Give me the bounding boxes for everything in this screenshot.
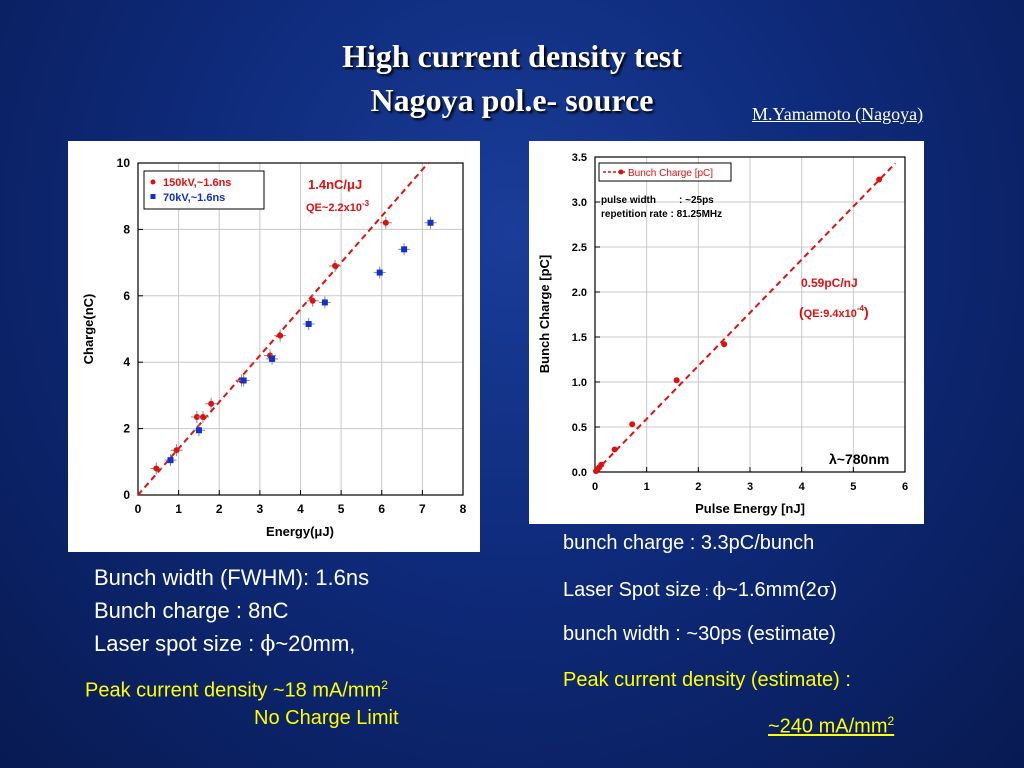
left-chart-xlabel: Energy(μJ) [266, 524, 334, 539]
data-point-a [208, 400, 215, 407]
data-point-b [401, 246, 408, 253]
left-chart-legend: 150kV,~1.6ns 70kV,~1.6ns [143, 170, 265, 210]
tick-label-x: 3 [747, 481, 753, 493]
tick-label-y: 3.0 [572, 197, 587, 209]
tick-label-y: 2.5 [572, 242, 587, 254]
right-chart-fit-line [594, 162, 897, 473]
right-bunch-width: bunch width : ~30ps (estimate) [563, 623, 836, 645]
data-point-a [332, 262, 339, 269]
tick-label-x: 0 [592, 481, 598, 493]
data-point-a [598, 461, 605, 468]
data-point-a [309, 297, 316, 304]
tick-label-x: 5 [338, 502, 345, 516]
data-point-b [305, 321, 312, 328]
tick-label-x: 7 [419, 502, 426, 516]
tick-label-y: 6 [123, 289, 130, 303]
tick-label-y: 8 [123, 222, 130, 236]
right-chart-xlabel: Pulse Energy [nJ] [695, 501, 805, 516]
tick-label-y: 2.0 [572, 287, 587, 299]
tick-label-y: 0.5 [572, 422, 587, 434]
tick-label-y: 0 [123, 488, 130, 502]
tick-label-x: 4 [297, 502, 304, 516]
tick-label-y: 1.5 [572, 332, 587, 344]
data-point-a [611, 446, 618, 453]
left-chart-annotation-slope: 1.4nC/μJ [308, 177, 362, 192]
tick-label-y: 1.0 [572, 377, 587, 389]
left-laser-spot: Laser spot size : ϕ~20mm, [94, 631, 356, 657]
data-point-a [193, 413, 200, 420]
right-chart-panel: 0 1 2 3 4 5 6 0.0 0.5 1.0 1.5 2.0 2.5 3.0 3.5 Bunch Ch… [529, 141, 924, 524]
tick-label-y: 2 [123, 422, 130, 436]
left-bunch-charge: Bunch charge : 8nC [94, 598, 289, 623]
data-point-a [721, 341, 728, 348]
legend-marker-red [150, 179, 156, 185]
left-chart-ticks: 0 1 2 3 4 5 6 7 8 0 2 4 6 8 10 [117, 156, 467, 516]
slide-title-line1: High current density test [342, 38, 682, 74]
right-chart-ticks: 0 1 2 3 4 5 6 0.0 0.5 1.0 1.5 2.0 2.5 3.0 3.5 [572, 152, 908, 493]
legend-label-red: 150kV,~1.6ns [163, 177, 231, 189]
tick-label-x: 5 [850, 481, 856, 493]
left-chart-fit-line [137, 162, 429, 496]
right-chart-grid [595, 157, 905, 472]
data-point-a [629, 421, 636, 428]
tick-label-y: 4 [123, 355, 130, 369]
right-chart-points [593, 176, 883, 475]
data-point-a [673, 377, 680, 384]
tick-label-y: 3.5 [572, 152, 587, 164]
tick-label-x: 0 [135, 502, 142, 516]
left-peak-density: Peak current density ~18 mA/mm2 [85, 678, 388, 702]
tick-label-x: 4 [799, 481, 806, 493]
tick-label-x: 2 [695, 481, 701, 493]
right-bunch-charge: bunch charge : 3.3pC/bunch [563, 532, 815, 554]
author-credit: M.Yamamoto (Nagoya) [752, 104, 924, 124]
data-point-a [277, 332, 284, 339]
right-chart-ylabel: Bunch Charge [pC] [537, 255, 552, 373]
data-point-b [269, 355, 276, 362]
data-point-a [200, 413, 206, 420]
tick-label-y: 0.0 [572, 467, 587, 479]
legend-marker-blue [150, 194, 156, 199]
data-point-a [876, 176, 883, 183]
data-point-b [427, 219, 434, 226]
legend-label-blue: 70kV,~1.6ns [163, 192, 225, 204]
left-chart-grid [138, 163, 463, 495]
right-chart: 0 1 2 3 4 5 6 0.0 0.5 1.0 1.5 2.0 2.5 3.0 3.5 Bunch Ch… [537, 152, 908, 516]
left-chart-annotation-qe: QE~2.2x10-3 [306, 199, 370, 214]
left-chart-points [150, 216, 437, 475]
right-note-pulse-value: : ~25ps [679, 195, 714, 206]
left-bunch-width: Bunch width (FWHM): 1.6ns [94, 565, 370, 590]
right-chart-annotation-slope: 0.59pC/nJ [801, 276, 858, 290]
data-point-a [382, 219, 389, 226]
data-point-a [153, 465, 160, 472]
tick-label-x: 2 [216, 502, 223, 516]
right-note-rep-rate: repetition rate : 81.25MHz [601, 209, 722, 220]
right-chart-legend: Bunch Charge [pC] [598, 162, 732, 182]
right-chart-annotation-qe: (QE:9.4x10-4) [799, 304, 869, 320]
tick-label-x: 8 [460, 502, 467, 516]
tick-label-x: 1 [644, 481, 650, 493]
left-no-charge-limit: No Charge Limit [254, 707, 399, 729]
left-chart: 0 1 2 3 4 5 6 7 8 0 2 4 6 8 10 150kV,~1.6ns 70kV,~1.6n… [81, 156, 467, 539]
right-legend-label: Bunch Charge [pC] [628, 168, 713, 179]
right-peak-density-label: Peak current density (estimate) : [563, 669, 851, 691]
tick-label-x: 3 [257, 502, 264, 516]
tick-label-x: 1 [175, 502, 182, 516]
right-legend-marker [618, 169, 624, 175]
data-point-a [173, 447, 180, 454]
left-chart-ylabel: Charge(nC) [81, 294, 96, 365]
data-point-b [167, 457, 174, 464]
tick-label-y: 10 [117, 156, 131, 170]
left-chart-panel: 0 1 2 3 4 5 6 7 8 0 2 4 6 8 10 150kV,~1.6ns 70kV,~1.6n… [68, 141, 480, 552]
data-point-b [321, 299, 328, 306]
right-chart-wavelength: λ~780nm [829, 451, 889, 467]
right-peak-density-value: ~240 mA/mm2 [768, 714, 895, 738]
tick-label-x: 6 [378, 502, 385, 516]
slide-title-line2: Nagoya pol.e- source [370, 82, 654, 118]
right-note-pulse-label: pulse width [601, 195, 656, 206]
data-point-b [376, 269, 383, 276]
tick-label-x: 6 [902, 481, 908, 493]
right-laser-spot: Laser Spot size : ϕ~1.6mm(2σ) [563, 577, 838, 601]
data-point-b [240, 377, 247, 384]
data-point-b [195, 427, 202, 434]
